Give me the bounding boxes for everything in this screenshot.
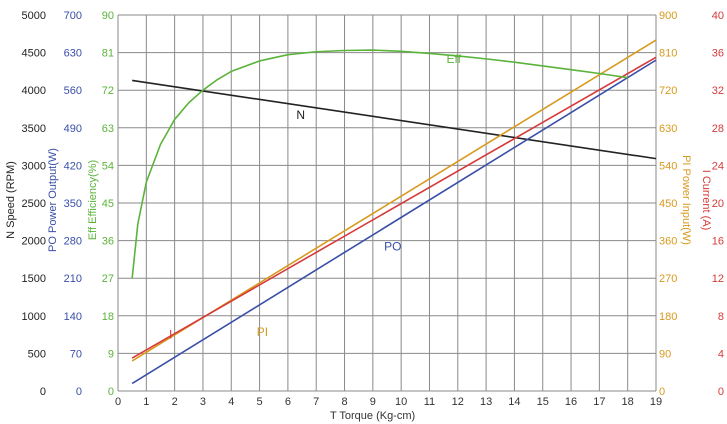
y-tick-label-pi: 810 — [659, 48, 677, 60]
y-tick-label-pi: 630 — [659, 123, 677, 135]
y-tick-label-pi: 90 — [659, 348, 671, 360]
y-axis-label-eff: Eff Efficiency(%) — [87, 160, 99, 240]
series-group — [131, 39, 657, 385]
y-tick-label-po: 0 — [76, 386, 82, 398]
y-tick-label-eff: 9 — [108, 348, 114, 360]
y-tick-label-po: 560 — [64, 85, 82, 97]
y-tick-label-pi: 900 — [659, 10, 677, 22]
y-tick-label-eff: 27 — [102, 273, 114, 285]
y-tick-label-n: 3000 — [22, 160, 46, 172]
y-tick-label-eff: 45 — [102, 198, 114, 210]
y-tick-label-eff: 81 — [102, 48, 114, 60]
y-tick-label-po: 210 — [64, 273, 82, 285]
series-line-eff — [131, 49, 628, 279]
x-tick-label: 19 — [650, 396, 662, 408]
y-tick-label-eff: 0 — [108, 386, 114, 398]
y-tick-label-po: 490 — [64, 123, 82, 135]
y-tick-label-i: 40 — [712, 10, 724, 22]
x-tick-label: 10 — [395, 396, 407, 408]
series-label-pi: PI — [257, 325, 268, 339]
x-tick-label: 13 — [480, 396, 492, 408]
y-tick-label-po: 420 — [64, 160, 82, 172]
y-tick-label-po: 140 — [64, 311, 82, 323]
x-tick-label: 15 — [537, 396, 549, 408]
y-tick-label-eff: 63 — [102, 123, 114, 135]
y-tick-label-pi: 540 — [659, 160, 677, 172]
y-tick-label-po: 70 — [70, 348, 82, 360]
y-tick-label-n: 4500 — [22, 48, 46, 60]
x-tick-label: 6 — [285, 396, 291, 408]
y-tick-label-eff: 90 — [102, 10, 114, 22]
x-tick-label: 7 — [313, 396, 319, 408]
y-axis-label-pi: PI Power Input(W) — [680, 155, 692, 245]
y-tick-label-i: 0 — [718, 386, 724, 398]
y-tick-label-pi: 180 — [659, 311, 677, 323]
series-label-eff: Eff — [446, 52, 461, 66]
x-tick-label: 4 — [228, 396, 234, 408]
x-tick-label: 0 — [115, 396, 121, 408]
x-tick-label: 18 — [622, 396, 634, 408]
y-tick-label-n: 5000 — [22, 10, 46, 22]
y-tick-label-i: 20 — [712, 198, 724, 210]
y-tick-label-n: 2500 — [22, 198, 46, 210]
y-axis-label-i: I Current (A) — [700, 170, 712, 231]
y-tick-label-po: 630 — [64, 48, 82, 60]
y-tick-label-i: 8 — [718, 311, 724, 323]
y-tick-label-eff: 36 — [102, 236, 114, 248]
y-tick-label-po: 280 — [64, 236, 82, 248]
y-tick-label-n: 0 — [40, 386, 46, 398]
y-tick-label-eff: 54 — [102, 160, 114, 172]
y-axis-label-n: N Speed (RPM) — [5, 161, 17, 239]
series-label-po: PO — [384, 239, 401, 253]
y-tick-label-n: 2000 — [22, 236, 46, 248]
x-axis-label: T Torque (Kg-cm) — [330, 410, 415, 422]
y-tick-label-i: 16 — [712, 236, 724, 248]
x-tick-label: 12 — [452, 396, 464, 408]
x-tick-label: 1 — [143, 396, 149, 408]
y-tick-label-n: 3500 — [22, 123, 46, 135]
x-tick-label: 14 — [508, 396, 520, 408]
x-tick-label: 17 — [593, 396, 605, 408]
series-line-i — [131, 56, 657, 359]
y-tick-label-pi: 450 — [659, 198, 677, 210]
y-tick-label-n: 500 — [28, 348, 46, 360]
y-axis-label-po: PO Power Output(W) — [47, 148, 59, 252]
y-tick-label-n: 1000 — [22, 311, 46, 323]
y-tick-label-i: 36 — [712, 48, 724, 60]
axis-labels: N Speed (RPM) PO Power Output(W) Eff Effic… — [5, 148, 712, 422]
y-tick-label-pi: 0 — [659, 386, 665, 398]
y-tick-label-n: 1500 — [22, 273, 46, 285]
x-tick-label: 9 — [370, 396, 376, 408]
series-annotations: Eff N PO PI I — [169, 52, 462, 341]
y-tick-label-pi: 360 — [659, 236, 677, 248]
x-tick-label: 16 — [565, 396, 577, 408]
y-tick-label-eff: 18 — [102, 311, 114, 323]
x-tick-label: 3 — [200, 396, 206, 408]
y-tick-label-n: 4000 — [22, 85, 46, 97]
y-tick-label-i: 24 — [712, 160, 724, 172]
y-tick-label-eff: 72 — [102, 85, 114, 97]
series-label-n: N — [296, 108, 305, 122]
x-tick-label: 2 — [172, 396, 178, 408]
y-tick-label-po: 350 — [64, 198, 82, 210]
y-tick-label-i: 12 — [712, 273, 724, 285]
series-line-po — [131, 59, 657, 385]
y-tick-label-pi: 270 — [659, 273, 677, 285]
x-tick-label: 8 — [341, 396, 347, 408]
series-label-i: I — [169, 327, 172, 341]
x-tick-label: 5 — [257, 396, 263, 408]
y-tick-label-i: 4 — [718, 348, 724, 360]
y-tick-label-i: 32 — [712, 85, 724, 97]
y-tick-label-i: 28 — [712, 123, 724, 135]
y-tick-label-po: 700 — [64, 10, 82, 22]
x-tick-label: 11 — [424, 396, 435, 408]
series-line-n — [132, 79, 657, 160]
tick-labels: 0 1 2 3 4 5 6 7 8 9 10 11 12 13 14 15 16 17 18 190500100015… — [22, 10, 724, 408]
grid — [117, 14, 657, 392]
y-tick-label-pi: 720 — [659, 85, 677, 97]
